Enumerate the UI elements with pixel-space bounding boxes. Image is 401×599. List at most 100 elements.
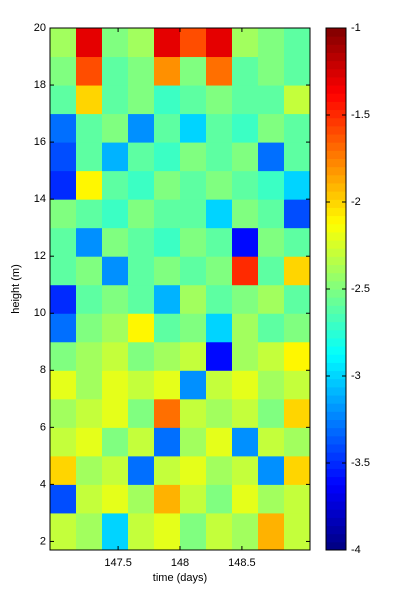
heat-cell <box>76 284 103 314</box>
heat-cell <box>284 227 311 257</box>
heat-cell <box>258 256 285 286</box>
heat-cell <box>128 427 155 457</box>
colorbar-segment <box>326 419 346 429</box>
heat-cell <box>76 170 103 200</box>
heat-cell <box>258 142 285 172</box>
heat-cell <box>50 85 77 115</box>
heat-cell <box>206 56 233 86</box>
y-tick-label: 14 <box>34 193 46 205</box>
heat-cell <box>258 313 285 343</box>
heat-cell <box>76 227 103 257</box>
heat-cell <box>232 398 259 428</box>
heat-cell <box>102 256 129 286</box>
heat-cell <box>180 227 207 257</box>
heat-cell <box>154 28 181 58</box>
heat-cell <box>206 398 233 428</box>
heat-cell <box>154 113 181 143</box>
heat-cell <box>128 28 155 58</box>
heat-cell <box>76 113 103 143</box>
heat-cell <box>284 199 311 229</box>
colorbar-segment <box>326 93 346 102</box>
heat-cell <box>180 142 207 172</box>
heat-cell <box>76 199 103 229</box>
heat-cell <box>50 341 77 371</box>
heat-cell <box>232 512 259 551</box>
heat-cell <box>284 370 311 400</box>
colorbar-segment <box>326 403 346 412</box>
heat-cell <box>102 227 129 257</box>
colorbar-segment <box>326 305 346 314</box>
colorbar-segment <box>326 240 346 249</box>
heat-cell <box>154 284 181 314</box>
colorbar-segment <box>326 337 346 347</box>
colorbar-segment <box>326 370 346 380</box>
heat-cell <box>50 227 77 257</box>
heat-cell <box>154 370 181 400</box>
colorbar-segment <box>326 199 346 208</box>
heat-cell <box>50 142 77 172</box>
colorbar-segment <box>326 321 346 331</box>
colorbar-segment <box>326 44 346 53</box>
heat-cell <box>102 398 129 428</box>
heat-cell <box>232 484 259 514</box>
colorbar-segment <box>326 484 346 494</box>
heat-cell <box>206 256 233 286</box>
heat-cell <box>128 313 155 343</box>
heat-cell <box>76 484 103 514</box>
heat-cell <box>102 455 129 485</box>
heat-cell <box>128 284 155 314</box>
heat-cell <box>206 313 233 343</box>
heat-cell <box>154 170 181 200</box>
heat-cell <box>284 256 311 286</box>
colorbar-segment <box>326 280 346 290</box>
colorbar-segment <box>326 215 346 225</box>
heat-cell <box>206 113 233 143</box>
heat-cell <box>76 256 103 286</box>
heat-cell <box>154 256 181 286</box>
heat-cell <box>284 113 311 143</box>
heat-cell <box>258 370 285 400</box>
colorbar-segment <box>326 125 346 135</box>
heat-cell <box>102 512 129 551</box>
heat-cell <box>102 170 129 200</box>
heat-cell <box>206 199 233 229</box>
heat-cell <box>180 313 207 343</box>
heat-cell <box>284 313 311 343</box>
heat-cell <box>102 313 129 343</box>
heat-cell <box>102 85 129 115</box>
heat-cell <box>206 28 233 58</box>
heat-cell <box>206 427 233 457</box>
heat-cell <box>258 341 285 371</box>
y-tick-label: 8 <box>40 364 46 376</box>
heat-cell <box>50 284 77 314</box>
colorbar-segment <box>326 354 346 363</box>
colorbar-segment <box>326 435 346 445</box>
heat-cell <box>50 256 77 286</box>
heat-cell <box>50 56 77 86</box>
colorbar-segment <box>326 60 346 70</box>
colorbar-segment <box>326 150 346 159</box>
colorbar-segment <box>326 166 346 176</box>
heat-cell <box>102 113 129 143</box>
heat-cell <box>50 484 77 514</box>
heat-cell <box>128 170 155 200</box>
heat-cell <box>258 512 285 551</box>
colorbar-segment <box>326 362 346 372</box>
colorbar-segment <box>326 443 346 453</box>
heat-cell <box>232 455 259 485</box>
heat-cell <box>232 284 259 314</box>
heat-cell <box>232 170 259 200</box>
heat-cell <box>154 341 181 371</box>
heat-cell <box>180 284 207 314</box>
colorbar-segment <box>326 460 346 469</box>
y-tick-label: 2 <box>40 535 46 547</box>
colorbar-tick-label: -1 <box>351 22 361 34</box>
heat-cell <box>232 85 259 115</box>
heat-cell <box>284 170 311 200</box>
heat-cell <box>232 341 259 371</box>
colorbar-segment <box>326 313 346 323</box>
heat-cell <box>284 341 311 371</box>
heat-cell <box>284 398 311 428</box>
heat-cell <box>206 142 233 172</box>
colorbar-segment <box>326 533 346 543</box>
